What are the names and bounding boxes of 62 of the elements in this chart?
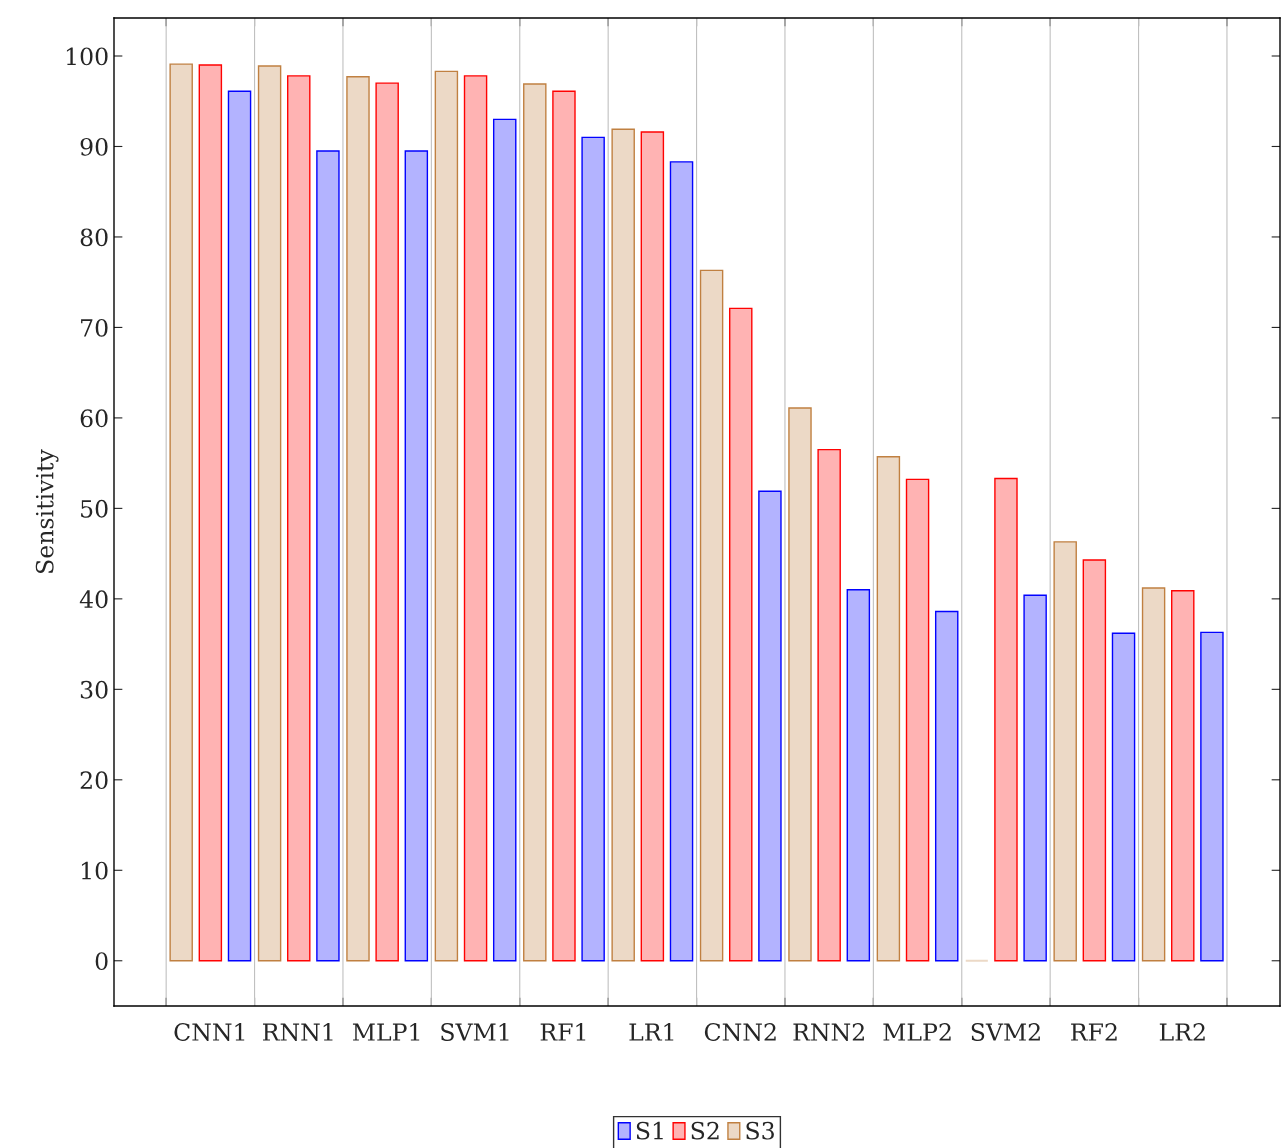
y-tick-label: 40 — [79, 590, 108, 609]
legend-label: S1 — [636, 1121, 663, 1140]
bar — [788, 407, 812, 962]
bar — [1082, 559, 1107, 962]
y-tick-label: 80 — [80, 228, 108, 247]
bar — [346, 76, 370, 962]
bar — [198, 64, 223, 962]
x-tick-label: LR1 — [629, 1023, 674, 1041]
x-tick-label: RF1 — [540, 1023, 586, 1041]
bar — [934, 610, 959, 962]
bar — [492, 118, 517, 962]
x-tick-label: SVM1 — [441, 1023, 509, 1041]
x-tick-label: RNN2 — [793, 1023, 864, 1041]
bar — [729, 307, 753, 962]
bar — [287, 75, 311, 962]
bar — [1023, 594, 1047, 962]
x-tick-label: RF2 — [1071, 1023, 1117, 1041]
bar — [404, 150, 429, 962]
bar — [846, 589, 871, 962]
bar — [257, 65, 282, 962]
y-tick-label: 50 — [81, 499, 108, 518]
x-tick-label: MLP1 — [352, 1023, 420, 1041]
y-tick-label: 70 — [81, 318, 108, 337]
bar — [1111, 632, 1136, 962]
y-axis-title: Sensitivity — [35, 449, 59, 573]
bar — [817, 448, 841, 962]
bar — [1141, 587, 1166, 962]
bar — [611, 128, 635, 962]
bar — [316, 150, 340, 962]
bar — [669, 161, 694, 962]
bar — [523, 83, 547, 962]
bar — [227, 90, 252, 962]
bar — [552, 90, 576, 962]
bar — [375, 82, 399, 962]
bar — [699, 269, 724, 962]
y-tick-label: 100 — [66, 47, 108, 66]
y-tick-label: 60 — [80, 409, 108, 428]
legend-label: S3 — [746, 1121, 774, 1140]
legend-label: S2 — [691, 1121, 719, 1140]
y-tick-label: 90 — [80, 137, 108, 156]
bar — [1053, 541, 1077, 962]
bar — [1171, 590, 1195, 962]
y-tick-label: 10 — [81, 861, 108, 880]
x-tick-label: MLP2 — [883, 1023, 951, 1041]
y-tick-label: 30 — [80, 680, 108, 699]
y-tick-label: 20 — [80, 771, 108, 790]
bar — [640, 131, 665, 962]
bar — [876, 456, 901, 962]
x-tick-label: CNN1 — [174, 1023, 245, 1041]
x-tick-label: SVM2 — [971, 1023, 1040, 1041]
bar — [463, 75, 488, 962]
bar — [581, 136, 605, 962]
bar — [169, 63, 193, 962]
bar — [758, 490, 782, 962]
bar — [994, 477, 1018, 962]
x-tick-label: RNN1 — [263, 1023, 333, 1041]
x-tick-label: CNN2 — [704, 1023, 776, 1041]
x-tick-label: LR2 — [1159, 1023, 1205, 1041]
bar — [1200, 631, 1224, 962]
y-tick-label: 0 — [95, 952, 108, 971]
bar — [434, 70, 459, 962]
bar — [905, 478, 930, 962]
